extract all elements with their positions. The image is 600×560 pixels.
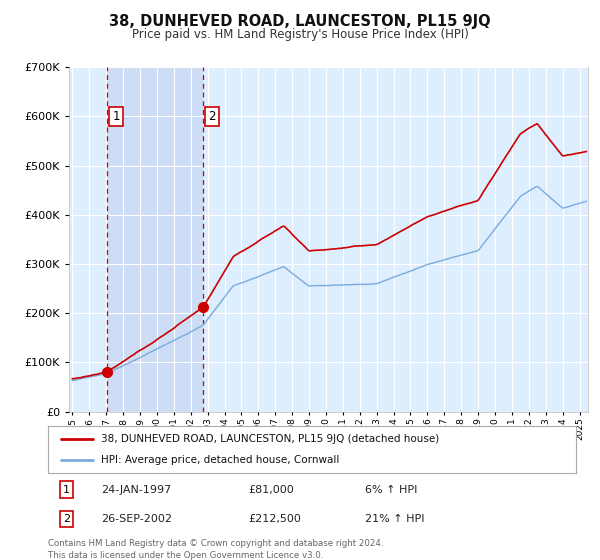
Text: Price paid vs. HM Land Registry's House Price Index (HPI): Price paid vs. HM Land Registry's House … [131,28,469,41]
Text: HPI: Average price, detached house, Cornwall: HPI: Average price, detached house, Corn… [101,455,339,465]
Text: 24-JAN-1997: 24-JAN-1997 [101,484,171,494]
Bar [107,67,203,412]
Text: 38, DUNHEVED ROAD, LAUNCESTON, PL15 9JQ: 38, DUNHEVED ROAD, LAUNCESTON, PL15 9JQ [109,14,491,29]
Text: Contains HM Land Registry data © Crown copyright and database right 2024.
This d: Contains HM Land Registry data © Crown c… [48,539,383,559]
Text: 6% ↑ HPI: 6% ↑ HPI [365,484,417,494]
Text: 1: 1 [112,110,120,123]
Text: 26-SEP-2002: 26-SEP-2002 [101,514,172,524]
Text: £81,000: £81,000 [248,484,295,494]
Text: 38, DUNHEVED ROAD, LAUNCESTON, PL15 9JQ (detached house): 38, DUNHEVED ROAD, LAUNCESTON, PL15 9JQ … [101,434,439,444]
Text: 21% ↑ HPI: 21% ↑ HPI [365,514,424,524]
Text: 1: 1 [63,484,70,494]
Text: £212,500: £212,500 [248,514,302,524]
Text: 2: 2 [63,514,70,524]
Text: 2: 2 [208,110,216,123]
